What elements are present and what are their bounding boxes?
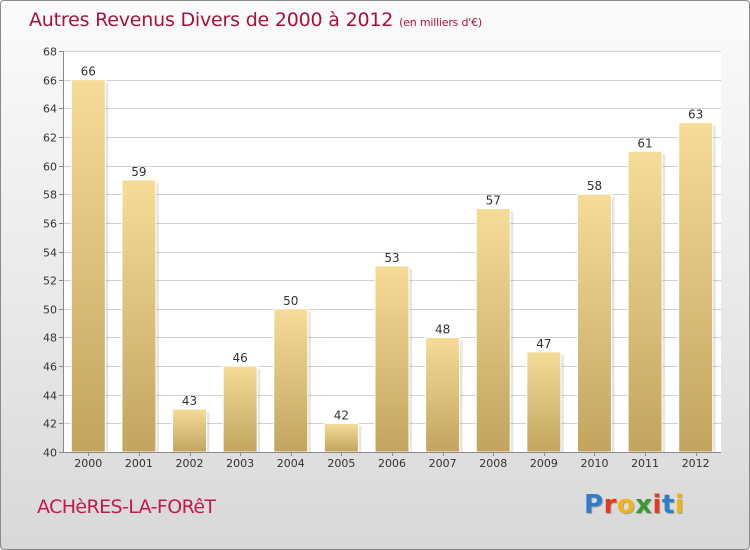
y-tick-label: 58 xyxy=(43,189,57,202)
logo-letter: o xyxy=(616,490,636,520)
x-tick-label: 2002 xyxy=(176,457,204,470)
data-label-2005: 42 xyxy=(334,408,349,422)
x-tick-label: 2009 xyxy=(530,457,558,470)
y-tick-label: 54 xyxy=(43,247,57,260)
bar-2009 xyxy=(526,351,562,453)
y-tick-label: 50 xyxy=(43,304,57,317)
logo-letter: i xyxy=(674,490,685,520)
y-tick-label: 56 xyxy=(43,218,57,231)
data-label-2004: 50 xyxy=(283,294,298,308)
y-tick-label: 62 xyxy=(43,132,57,145)
bar-2010 xyxy=(576,193,612,453)
chart-title-text: Autres Revenus Divers de 2000 à 2012 xyxy=(29,9,394,31)
data-label-2010: 58 xyxy=(587,179,602,193)
y-tick-label: 40 xyxy=(43,447,57,460)
logo-letter: i xyxy=(652,490,662,520)
chart-title: Autres Revenus Divers de 2000 à 2012 (en … xyxy=(29,9,482,31)
bar-2012 xyxy=(678,122,714,453)
data-labels: 66 59 43 46 50 42 53 48 57 47 58 61 63 xyxy=(81,65,704,423)
y-tick-label: 68 xyxy=(43,46,57,59)
data-label-2007: 48 xyxy=(435,322,450,336)
data-label-2000: 66 xyxy=(81,65,96,79)
x-tick-label: 2007 xyxy=(429,457,457,470)
y-tick-label: 66 xyxy=(43,75,57,88)
x-tick-label: 2011 xyxy=(631,457,659,470)
y-tick-label: 46 xyxy=(43,361,57,374)
x-tick-label: 2010 xyxy=(580,457,608,470)
x-tick-label: 2004 xyxy=(277,457,305,470)
x-tick-label: 2008 xyxy=(479,457,507,470)
x-axis: 2000 2001 2002 2003 2004 2005 2006 2007 2008 2009… xyxy=(63,452,721,470)
chart-unit-label: (en milliers d'€) xyxy=(399,16,483,29)
x-tick-label: 2000 xyxy=(74,457,102,470)
y-tick-label: 52 xyxy=(43,275,57,288)
bar-2008 xyxy=(475,208,511,453)
data-label-2012: 63 xyxy=(688,108,703,122)
bar-2000 xyxy=(70,79,106,453)
y-axis: 40 42 44 46 48 50 52 54 56 58 60 62 64 66 68 xyxy=(43,46,64,460)
bar-2006 xyxy=(374,265,410,453)
y-tick-label: 44 xyxy=(43,390,57,403)
x-tick-label: 2005 xyxy=(327,457,355,470)
logo-letter: x xyxy=(635,490,653,520)
x-tick-label: 2003 xyxy=(226,457,254,470)
y-tick-label: 48 xyxy=(43,332,57,345)
y-tick-label: 42 xyxy=(43,418,57,431)
logo-letter: t xyxy=(661,490,675,520)
data-label-2001: 59 xyxy=(131,165,146,179)
bar-2003 xyxy=(222,365,258,453)
x-tick-label: 2001 xyxy=(125,457,153,470)
bar-2002 xyxy=(172,408,208,453)
data-label-2011: 61 xyxy=(637,136,652,150)
bar-2007 xyxy=(425,336,461,453)
data-label-2003: 46 xyxy=(233,351,248,365)
y-tick-label: 64 xyxy=(43,103,57,116)
bar-2001 xyxy=(121,179,157,453)
x-tick-label: 2012 xyxy=(682,457,710,470)
data-label-2006: 53 xyxy=(384,251,399,265)
bars xyxy=(70,79,716,453)
proxiti-logo: Proxiti xyxy=(584,490,684,520)
logo-letter: r xyxy=(603,490,617,520)
y-tick-label: 60 xyxy=(43,161,57,174)
location-name: ACHèRES-LA-FORêT xyxy=(37,496,216,518)
data-label-2008: 57 xyxy=(486,194,501,208)
bar-2005 xyxy=(323,422,359,453)
x-tick-label: 2006 xyxy=(378,457,406,470)
data-label-2002: 43 xyxy=(182,394,197,408)
bar-2004 xyxy=(273,308,309,453)
bar-2011 xyxy=(627,150,663,453)
logo-letter: P xyxy=(584,490,604,520)
data-label-2009: 47 xyxy=(536,337,551,351)
